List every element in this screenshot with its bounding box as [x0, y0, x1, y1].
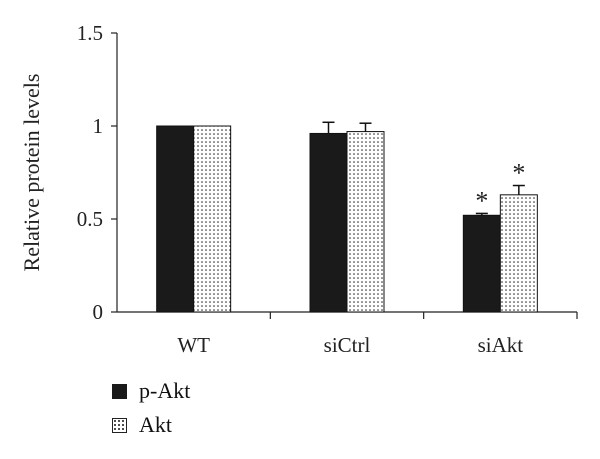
significance-asterisk: *: [475, 186, 488, 215]
x-tick-label: WT: [177, 333, 210, 357]
bar-chart: 0 0.5 1 1.5 Relative protein levels WT siCtrl s…: [19, 21, 578, 357]
legend: p-Akt Akt: [112, 374, 190, 442]
legend-label-akt: Akt: [139, 412, 172, 437]
bar-akt-siakt: [499, 194, 538, 313]
y-tick-label: 1: [93, 114, 104, 138]
y-tick-label: 0.5: [77, 207, 103, 231]
legend-item-akt: Akt: [112, 408, 190, 442]
legend-label-p-akt: p-Akt: [139, 378, 191, 403]
bar-p-akt-sictrl: [309, 132, 348, 313]
bar-akt-sictrl: [346, 131, 385, 313]
x-tick-label: siAkt: [478, 333, 524, 357]
bar-akt-wt: [193, 125, 232, 313]
legend-item-p-akt: p-Akt: [112, 374, 190, 408]
y-axis-title: Relative protein levels: [19, 74, 44, 272]
dotted-swatch-icon: [112, 417, 127, 433]
x-tick-label: siCtrl: [324, 333, 371, 357]
y-tick-label: 1.5: [77, 21, 103, 45]
bar-p-akt-siakt: [462, 214, 501, 313]
solid-swatch-icon: [112, 383, 127, 399]
significance-asterisk: *: [512, 159, 525, 188]
y-tick-label: 0: [93, 300, 104, 324]
bar-p-akt-wt: [156, 125, 195, 313]
